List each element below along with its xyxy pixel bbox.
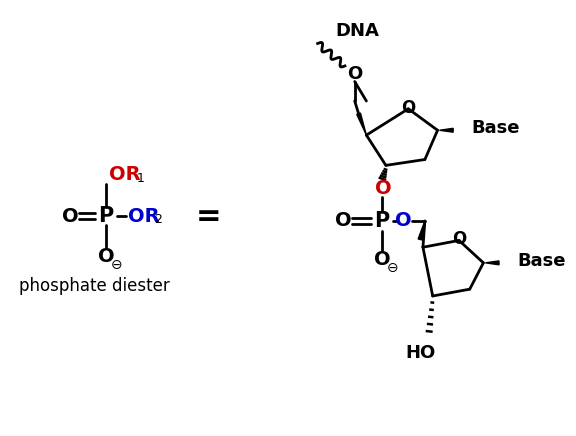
Text: O: O: [98, 248, 115, 266]
Text: 1: 1: [137, 171, 144, 184]
Text: P: P: [98, 206, 113, 226]
Text: DNA: DNA: [335, 22, 379, 40]
Text: O: O: [374, 250, 391, 269]
Text: Base: Base: [517, 252, 566, 270]
Polygon shape: [357, 113, 366, 135]
Text: O: O: [347, 65, 362, 83]
Text: HO: HO: [406, 344, 436, 361]
Text: P: P: [374, 211, 389, 231]
Polygon shape: [486, 261, 499, 265]
Text: ⊖: ⊖: [111, 258, 123, 272]
Polygon shape: [439, 128, 453, 132]
Text: OR: OR: [127, 207, 159, 225]
Text: =: =: [196, 201, 221, 231]
Text: O: O: [452, 231, 466, 249]
Text: phosphate diester: phosphate diester: [19, 277, 170, 295]
Text: Base: Base: [472, 119, 520, 137]
Text: O: O: [62, 207, 78, 225]
Text: O: O: [335, 211, 351, 230]
Text: 2: 2: [154, 214, 162, 226]
Text: O: O: [374, 179, 391, 198]
Text: OR: OR: [109, 165, 141, 184]
Text: O: O: [395, 211, 412, 230]
Text: ⊖: ⊖: [387, 261, 399, 275]
Text: O: O: [401, 99, 415, 117]
Polygon shape: [418, 221, 425, 240]
